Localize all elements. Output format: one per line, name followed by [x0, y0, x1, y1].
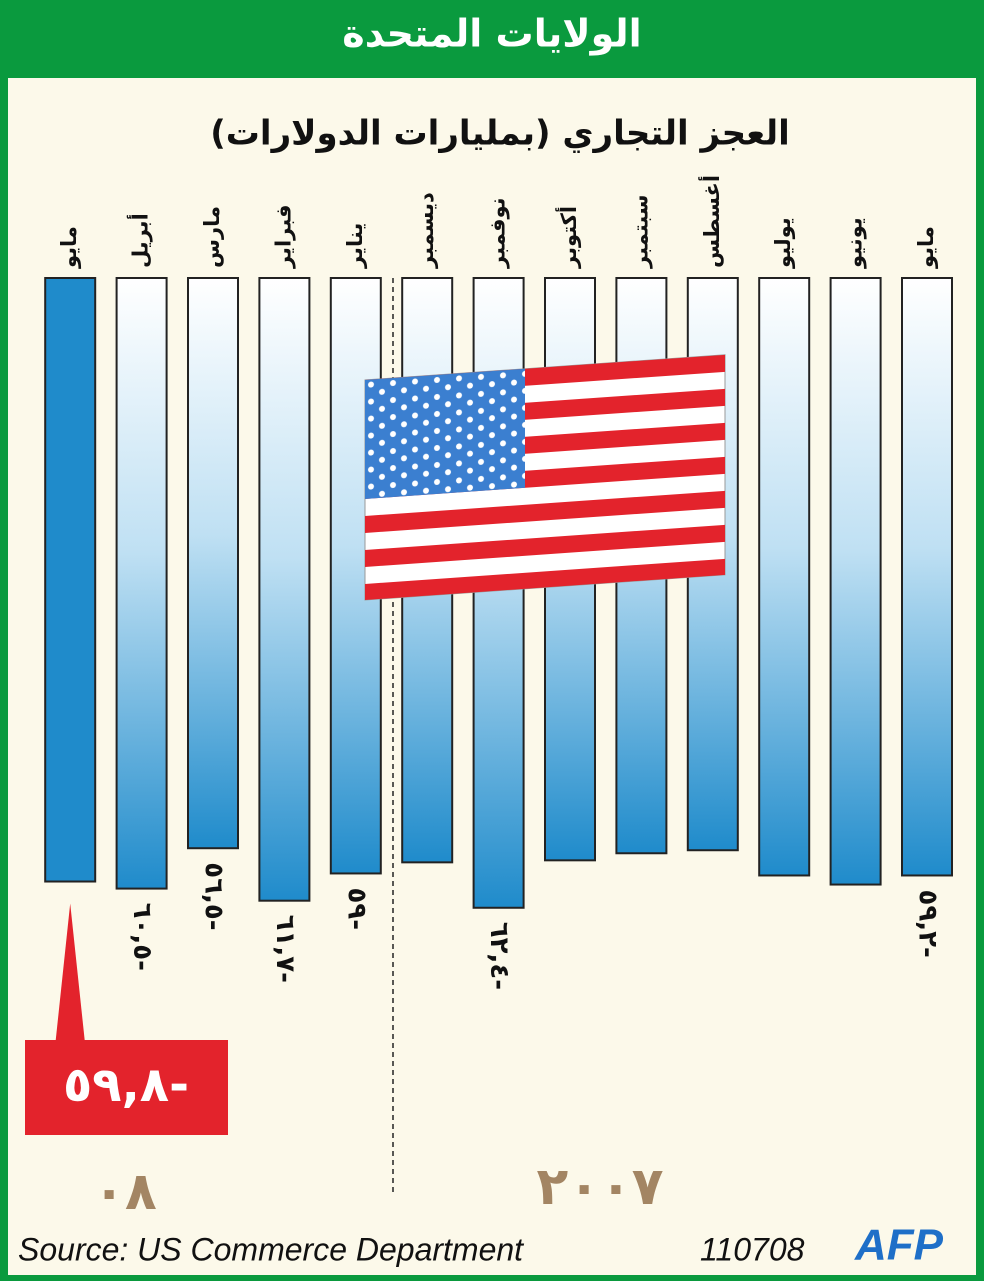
bar — [759, 278, 809, 875]
flag-stars — [365, 369, 525, 499]
x-tick-label: يناير — [343, 223, 367, 269]
infographic: الولايات المتحدة العجز التجاري (بمليارات… — [0, 0, 984, 1281]
bar — [902, 278, 952, 875]
bar — [45, 278, 95, 882]
bar — [188, 278, 238, 848]
x-tick-label: أكتوبر — [554, 206, 581, 269]
banner-title: الولايات المتحدة — [342, 12, 641, 56]
x-tick-label: أغسطس — [697, 175, 724, 268]
x-tick-label: يونيو — [843, 217, 867, 269]
value-label: ٦١,٧- — [270, 915, 300, 983]
x-tick-label: مايو — [914, 226, 938, 269]
x-tick-label: نوفمبر — [486, 197, 510, 269]
x-tick-label: فبراير — [271, 204, 295, 269]
source: Source: US Commerce Department — [18, 1231, 524, 1267]
bar — [117, 278, 167, 889]
logo: AFP — [854, 1221, 944, 1270]
year-label: ٢٠٠٧ — [537, 1157, 664, 1217]
value-label: ٥٦,٥- — [199, 862, 229, 930]
x-tick-label: سبتمبر — [628, 194, 652, 269]
x-tick-label: ديسمبر — [414, 192, 438, 269]
value-label: ٥٩- — [341, 887, 371, 930]
value-label: ٦٢,٤- — [484, 922, 514, 990]
value-label: ٦٠,٥- — [127, 903, 157, 971]
value-label: ٥٩,٢- — [913, 889, 943, 957]
x-tick-label: مارس — [200, 206, 224, 268]
bar — [831, 278, 881, 885]
bar — [259, 278, 309, 901]
x-tick-label: مايو — [57, 226, 81, 269]
chart-title: العجز التجاري (بمليارات الدولارات) — [210, 114, 790, 154]
year-label: ٠٨ — [93, 1162, 156, 1222]
value-label: ٥٩,٨- — [63, 1057, 189, 1113]
flag — [365, 355, 725, 600]
x-tick-label: أبريل — [126, 213, 153, 268]
code: 110708 — [700, 1231, 805, 1267]
x-tick-label: يوليو — [771, 217, 795, 269]
